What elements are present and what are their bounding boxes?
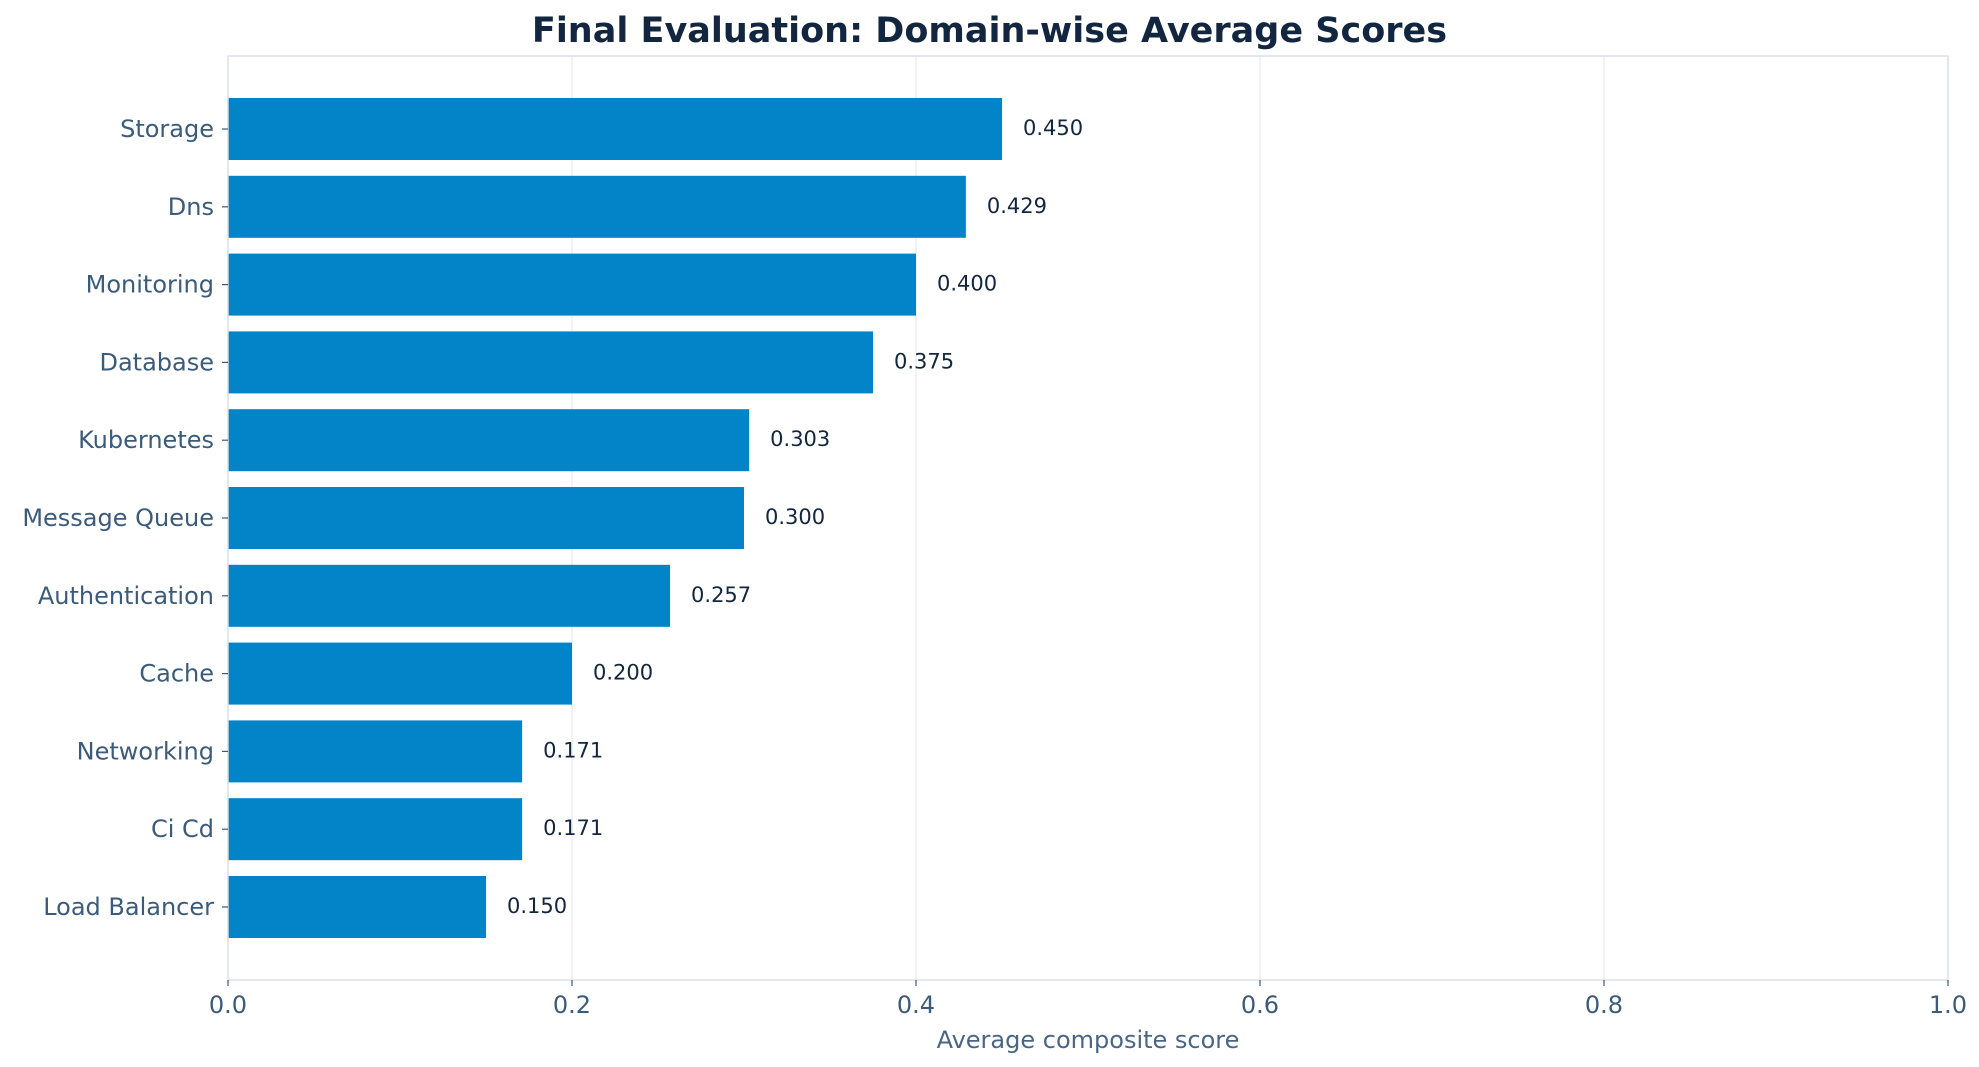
- x-tick-label: 0.6: [1241, 991, 1279, 1019]
- value-label: 0.257: [691, 583, 751, 607]
- x-axis-ticks: 0.0 0.2 0.4 0.6 0.8 1.0: [209, 980, 1967, 1019]
- bar: [228, 876, 486, 938]
- x-tick-label: 1.0: [1929, 991, 1967, 1019]
- y-tick-label: Dns: [168, 193, 214, 221]
- value-label: 0.400: [937, 272, 997, 296]
- value-label: 0.200: [593, 661, 653, 685]
- value-label: 0.303: [770, 427, 830, 451]
- value-label: 0.450: [1023, 116, 1083, 140]
- x-tick-label: 0.2: [553, 991, 591, 1019]
- value-label: 0.300: [765, 505, 825, 529]
- value-labels: 0.450 0.429 0.400 0.375 0.303 0.300 0.257 0.200…: [507, 116, 1083, 918]
- chart-title: Final Evaluation: Domain-wise Average Sc…: [532, 11, 1447, 51]
- bar: [228, 175, 966, 238]
- y-tick-label: Ci Cd: [151, 815, 214, 843]
- bar: [228, 331, 873, 394]
- value-label: 0.375: [894, 349, 954, 373]
- y-tick-label: Storage: [120, 115, 214, 143]
- y-tick-label: Monitoring: [86, 271, 214, 299]
- value-label: 0.171: [543, 738, 603, 762]
- x-tick-label: 0.4: [897, 991, 935, 1019]
- x-tick-label: 0.8: [1585, 991, 1623, 1019]
- bar: [228, 98, 1002, 160]
- y-tick-label: Kubernetes: [78, 426, 214, 454]
- bar: [228, 253, 916, 316]
- y-tick-label: Message Queue: [22, 504, 214, 532]
- bar: [228, 487, 744, 549]
- bar: [228, 409, 750, 472]
- value-label: 0.429: [987, 194, 1047, 218]
- bar: [228, 564, 671, 627]
- y-axis-ticks: Storage Dns Monitoring Database Kubernetes Me…: [22, 115, 228, 921]
- y-tick-label: Networking: [77, 737, 214, 765]
- value-label: 0.171: [543, 816, 603, 840]
- bar: [228, 642, 572, 705]
- bars: [228, 98, 1002, 938]
- bar: [228, 798, 523, 861]
- y-tick-label: Cache: [139, 660, 214, 688]
- y-tick-label: Authentication: [38, 582, 214, 610]
- y-tick-label: Load Balancer: [43, 893, 214, 921]
- x-axis-label: Average composite score: [937, 1026, 1240, 1054]
- bar: [228, 720, 523, 783]
- y-tick-label: Database: [99, 348, 214, 376]
- x-tick-label: 0.0: [209, 991, 247, 1019]
- value-label: 0.150: [507, 894, 567, 918]
